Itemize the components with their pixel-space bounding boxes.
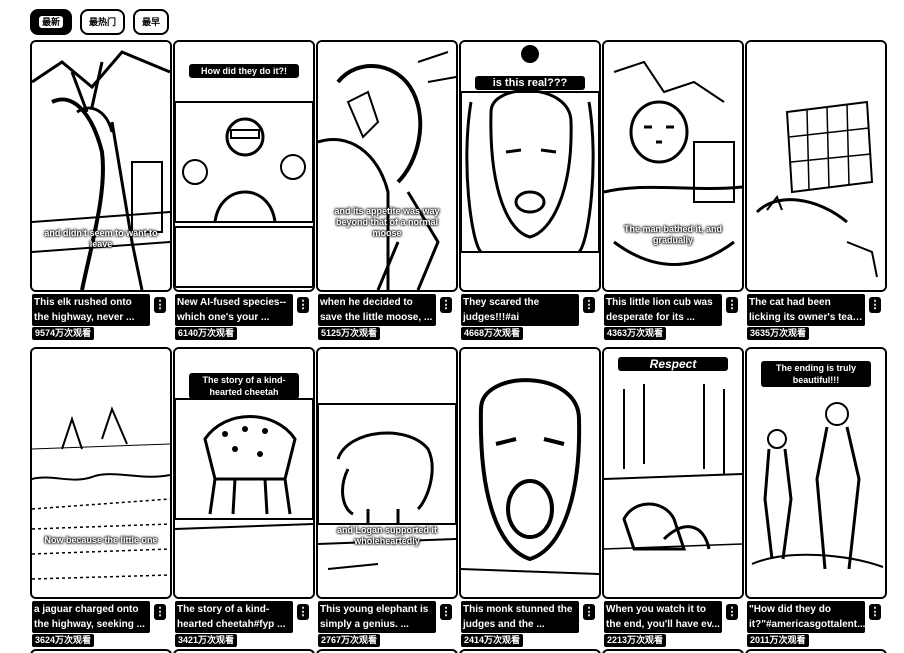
more-options-icon[interactable]: ⋮	[726, 604, 738, 620]
thumbnail-banner: is this real???	[475, 76, 585, 90]
video-title[interactable]: New AI-fused species-- which one's your …	[175, 294, 293, 326]
more-options-icon[interactable]: ⋮	[440, 297, 452, 313]
filter-chip-oldest[interactable]: 最早	[133, 9, 170, 35]
next-row-card-edge	[316, 649, 458, 653]
thumbnail-caption: and didn't seem to want to leave	[44, 228, 158, 249]
video-title[interactable]: This little lion cub was desperate for i…	[604, 294, 722, 326]
thumbnail-illustration	[318, 42, 456, 290]
video-title[interactable]: They scared the judges!!!#ai	[461, 294, 579, 326]
video-thumbnail[interactable]: and its appetite was way beyond that of …	[316, 40, 458, 292]
thumbnail-illustration	[318, 349, 456, 597]
video-title[interactable]: When you watch it to the end, you'll hav…	[604, 601, 722, 633]
view-count: 3421万次观看	[175, 634, 238, 647]
thumbnail-banner: Respect	[618, 357, 728, 371]
video-thumbnail[interactable]: The ending is truly beautiful!!!	[745, 347, 887, 599]
next-row-card-edge	[602, 649, 744, 653]
thumbnail-illustration	[747, 42, 885, 290]
thumbnail-caption: and its appetite was way beyond that of …	[334, 206, 440, 238]
video-title[interactable]: "How did they do it?"#americasgottalent.…	[747, 601, 865, 633]
thumbnail-illustration	[32, 42, 170, 290]
view-count: 5125万次观看	[318, 327, 381, 340]
video-card[interactable]: This monk stunned the judges and the ...…	[459, 347, 601, 652]
thumbnail-caption: The man bathed it, and gradually	[623, 224, 722, 245]
video-card[interactable]: The story of a kind-hearted cheetah The …	[173, 347, 315, 652]
view-count: 2011万次观看	[747, 634, 809, 647]
thumbnail-banner: The ending is truly beautiful!!!	[761, 361, 871, 387]
next-row-card-edge	[745, 649, 887, 653]
video-title[interactable]: The story of a kind-hearted cheetah#fyp …	[175, 601, 293, 633]
video-thumbnail[interactable]: Now because the little one	[30, 347, 172, 599]
video-title[interactable]: This elk rushed onto the highway, never …	[32, 294, 150, 326]
next-row-card-edge	[30, 649, 172, 653]
video-card[interactable]: and Logan supported it wholeheartedly Th…	[316, 347, 458, 652]
video-card[interactable]: and its appetite was way beyond that of …	[316, 40, 458, 345]
video-card[interactable]: and didn't seem to want to leave This el…	[30, 40, 172, 345]
video-title[interactable]: a jaguar charged onto the highway, seeki…	[32, 601, 150, 633]
video-card[interactable]: The cat had been licking its owner's tea…	[745, 40, 887, 345]
video-card[interactable]: How did they do it?! New AI-fused specie…	[173, 40, 315, 345]
thumbnail-caption: Now because the little one	[44, 535, 158, 545]
more-options-icon[interactable]: ⋮	[583, 297, 595, 313]
video-card[interactable]: Respect When you watch it to the end, yo…	[602, 347, 744, 652]
view-count: 3635万次观看	[747, 327, 810, 340]
video-grid: and didn't seem to want to leave This el…	[30, 40, 887, 652]
thumbnail-banner: How did they do it?!	[189, 64, 299, 78]
more-options-icon[interactable]: ⋮	[154, 604, 166, 620]
video-thumbnail[interactable]: and didn't seem to want to leave	[30, 40, 172, 292]
more-options-icon[interactable]: ⋮	[297, 297, 309, 313]
view-count: 3624万次观看	[32, 634, 95, 647]
more-options-icon[interactable]: ⋮	[869, 297, 881, 313]
thumbnail-illustration	[175, 42, 313, 290]
video-thumbnail[interactable]: How did they do it?!	[173, 40, 315, 292]
filter-chip-popular[interactable]: 最热门	[80, 9, 126, 35]
thumbnail-illustration	[461, 349, 599, 597]
thumbnail-banner: The story of a kind-hearted cheetah	[189, 373, 299, 399]
thumbnail-caption: and Logan supported it wholeheartedly	[337, 525, 437, 546]
more-options-icon[interactable]: ⋮	[297, 604, 309, 620]
thumbnail-illustration	[604, 349, 742, 597]
video-thumbnail[interactable]	[745, 40, 887, 292]
video-thumbnail[interactable]: The man bathed it, and gradually	[602, 40, 744, 292]
filter-chips: 最新 最热门 最早	[30, 9, 170, 35]
view-count: 2767万次观看	[318, 634, 381, 647]
more-options-icon[interactable]: ⋮	[869, 604, 881, 620]
video-card[interactable]: Now because the little one a jaguar char…	[30, 347, 172, 652]
view-count: 9574万次观看	[32, 327, 95, 340]
video-title[interactable]: when he decided to save the little moose…	[318, 294, 436, 326]
video-thumbnail[interactable]: Respect	[602, 347, 744, 599]
more-options-icon[interactable]: ⋮	[583, 604, 595, 620]
more-options-icon[interactable]: ⋮	[440, 604, 452, 620]
next-row-card-edge	[173, 649, 315, 653]
view-count: 4668万次观看	[461, 327, 524, 340]
video-thumbnail[interactable]: is this real???	[459, 40, 601, 292]
video-title[interactable]: This young elephant is simply a genius. …	[318, 601, 436, 633]
video-title[interactable]: This monk stunned the judges and the ...	[461, 601, 579, 633]
thumbnail-illustration	[747, 349, 885, 597]
view-count: 2213万次观看	[604, 634, 667, 647]
view-count: 6140万次观看	[175, 327, 238, 340]
thumbnail-illustration	[604, 42, 742, 290]
next-row-card-edge	[459, 649, 601, 653]
thumbnail-illustration	[32, 349, 170, 597]
video-thumbnail[interactable]	[459, 347, 601, 599]
view-count: 4363万次观看	[604, 327, 667, 340]
video-thumbnail[interactable]: The story of a kind-hearted cheetah	[173, 347, 315, 599]
video-card[interactable]: The man bathed it, and gradually This li…	[602, 40, 744, 345]
video-card[interactable]: The ending is truly beautiful!!! "How di…	[745, 347, 887, 652]
video-thumbnail[interactable]: and Logan supported it wholeheartedly	[316, 347, 458, 599]
video-title[interactable]: The cat had been licking its owner's tea…	[747, 294, 865, 326]
view-count: 2414万次观看	[461, 634, 524, 647]
filter-chip-latest[interactable]: 最新	[30, 9, 73, 35]
more-options-icon[interactable]: ⋮	[154, 297, 166, 313]
video-card[interactable]: is this real??? They scared the judges!!…	[459, 40, 601, 345]
more-options-icon[interactable]: ⋮	[726, 297, 738, 313]
